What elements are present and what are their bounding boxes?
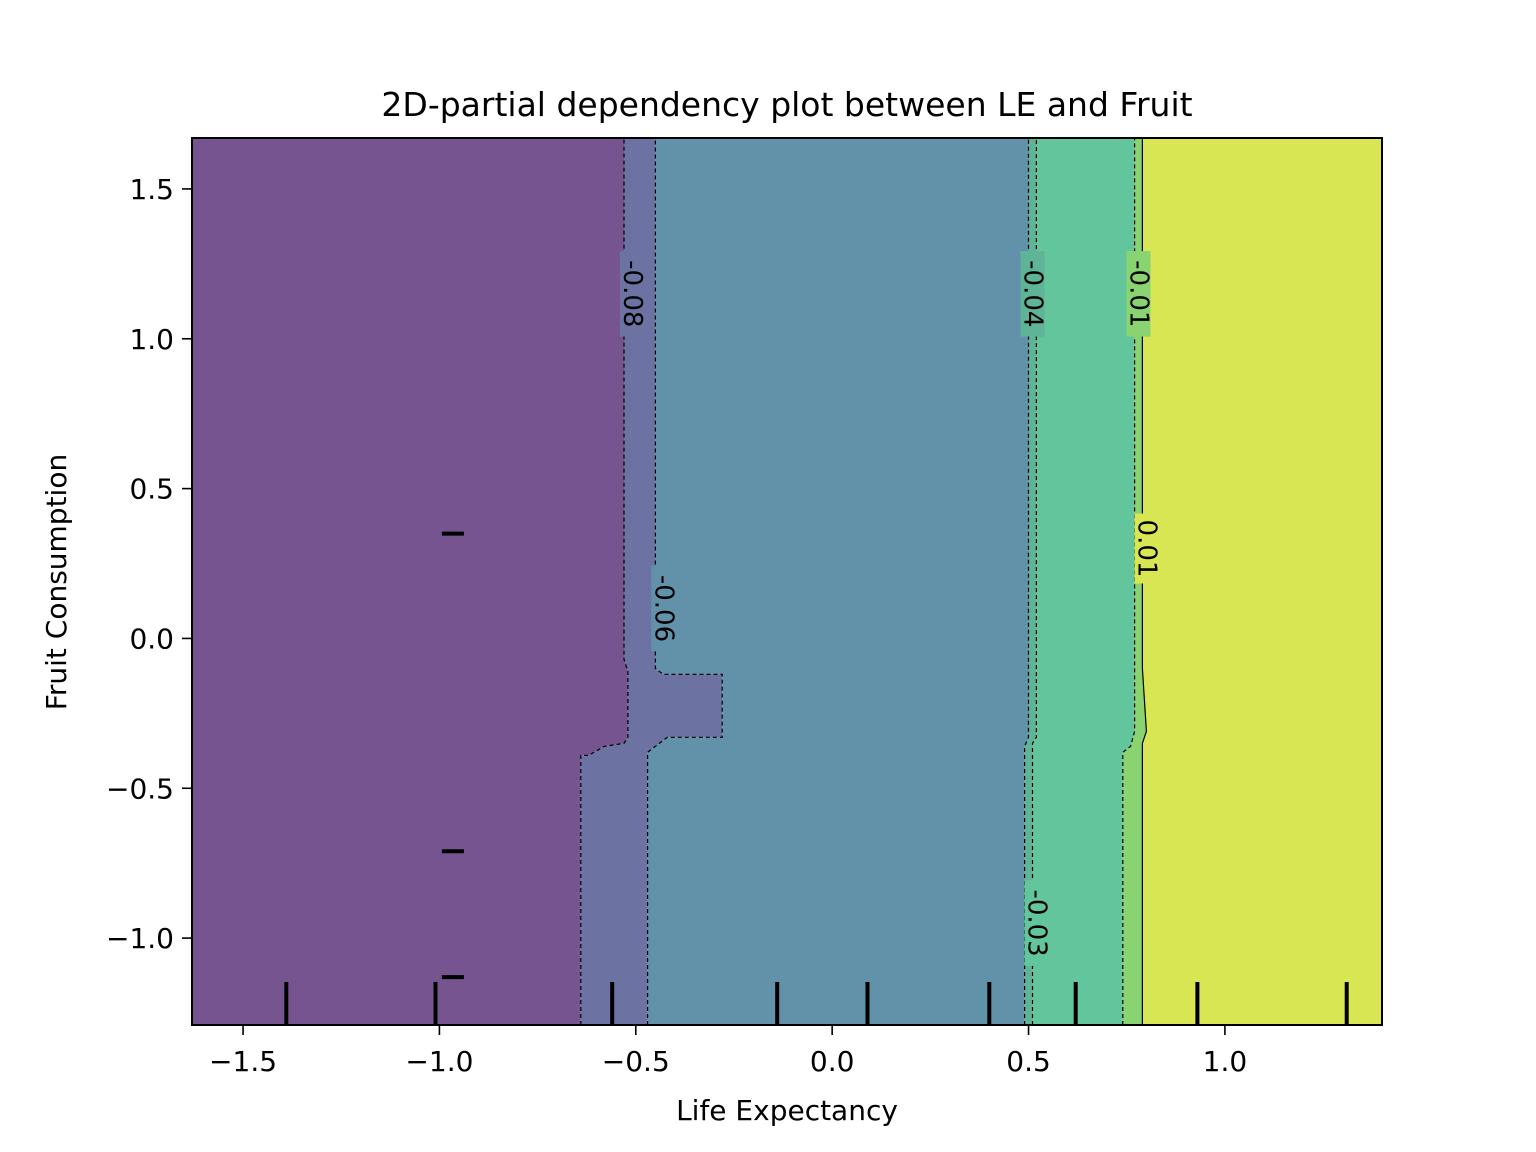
contour-label-bg	[1126, 251, 1151, 337]
x-tick-label: −1.0	[405, 1045, 473, 1078]
contour-line-f	[1141, 138, 1148, 1025]
contour-label-bg	[1024, 880, 1049, 966]
contour-label-4: -0.01	[1124, 260, 1154, 327]
contour-label-3: -0.03	[1021, 889, 1051, 956]
chart-title: 2D-partial dependency plot between LE an…	[381, 85, 1192, 124]
x-axis: −1.5 −1.0 −0.5 0.0 0.5 1.0	[209, 1025, 1247, 1078]
y-tick-label: 0.5	[129, 473, 174, 506]
contour-line-b	[646, 138, 723, 1025]
contour-band-4	[1024, 138, 1037, 1025]
contour-label-2: -0.04	[1018, 260, 1048, 327]
contour-label-bg	[651, 565, 676, 652]
plot-frame	[191, 137, 1383, 1026]
x-axis-label: Life Expectancy	[676, 1094, 898, 1127]
x-tick-label: 0.5	[1006, 1045, 1051, 1078]
contour-fill-layer	[192, 138, 1382, 1025]
y-axis: −1.0 −0.5 0.0 0.5 1.0 1.5	[106, 173, 192, 955]
x-tick-label: 0.0	[810, 1045, 855, 1078]
contour-label-5: 0.01	[1131, 520, 1161, 578]
x-tick-label: −0.5	[602, 1045, 670, 1078]
contour-band-5	[1032, 138, 1135, 1025]
contour-band-3	[647, 138, 1029, 1025]
y-tick-label: −0.5	[106, 772, 174, 805]
contour-label-1: -0.06	[648, 575, 678, 642]
y-tick-label: 1.0	[129, 323, 174, 356]
contour-band-7	[1142, 138, 1382, 1025]
contour-label-0: -0.08	[617, 260, 647, 327]
y-tick-label: 0.0	[129, 622, 174, 655]
contour-line-e	[1122, 138, 1136, 1025]
y-tick-label: −1.0	[106, 922, 174, 955]
contour-line-c	[1023, 138, 1030, 1025]
contour-line-a	[580, 138, 629, 1025]
decile-rug-marks	[284, 531, 1349, 1025]
y-axis-label: Fruit Consumption	[40, 454, 73, 710]
contour-band-1	[192, 138, 628, 1025]
contour-labels: -0.08 -0.06 -0.04 -0.03 -0.01 0.01	[617, 251, 1161, 966]
contour-label-bg	[619, 251, 644, 337]
contour-label-bg	[1020, 251, 1045, 337]
x-tick-label: −1.5	[209, 1045, 277, 1078]
x-tick-label: 1.0	[1203, 1045, 1248, 1078]
y-tick-label: 1.5	[129, 173, 174, 206]
contour-label-bg	[1134, 513, 1159, 584]
